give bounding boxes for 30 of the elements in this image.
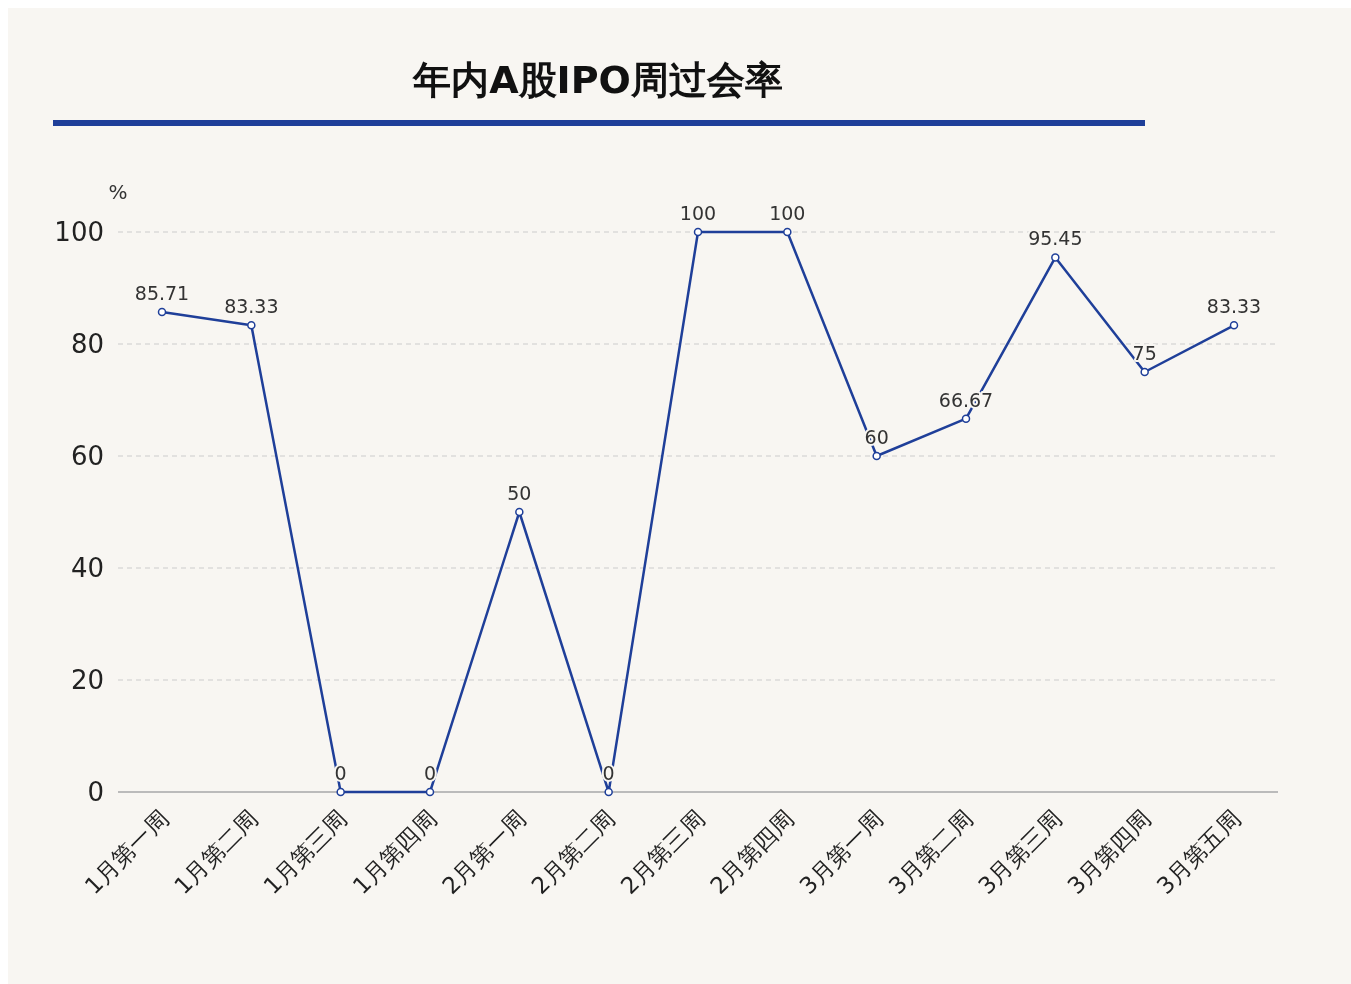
point bbox=[515, 507, 524, 517]
y-tick-label: 40 bbox=[70, 553, 104, 583]
point bbox=[247, 321, 256, 330]
y-axis-title: % bbox=[108, 180, 128, 204]
data-label: 100 bbox=[769, 202, 806, 224]
data-label: 50 bbox=[507, 482, 532, 504]
point bbox=[693, 227, 703, 237]
point bbox=[1229, 321, 1239, 330]
data-label: 83.33 bbox=[224, 295, 279, 318]
y-tick-label: 100 bbox=[54, 217, 104, 247]
chart-title: 年内A股IPO周过会率 bbox=[412, 58, 783, 102]
point bbox=[872, 451, 881, 461]
y-tick-label: 80 bbox=[70, 329, 104, 359]
data-label: 85.71 bbox=[134, 282, 190, 305]
point bbox=[783, 227, 792, 237]
point bbox=[336, 787, 345, 797]
point bbox=[157, 307, 167, 317]
point bbox=[1140, 367, 1149, 377]
point bbox=[961, 414, 971, 423]
data-label: 0 bbox=[423, 762, 437, 784]
data-label: 95.45 bbox=[1028, 227, 1083, 250]
data-label: 83.33 bbox=[1206, 295, 1262, 318]
point bbox=[425, 787, 435, 797]
data-label: 100 bbox=[679, 202, 717, 224]
y-tick-label: 60 bbox=[70, 441, 104, 471]
data-label: 75 bbox=[1132, 342, 1157, 364]
point bbox=[1051, 253, 1060, 262]
y-tick-label: 20 bbox=[70, 665, 104, 695]
point bbox=[604, 787, 613, 797]
y-tick-label: 0 bbox=[87, 777, 104, 807]
